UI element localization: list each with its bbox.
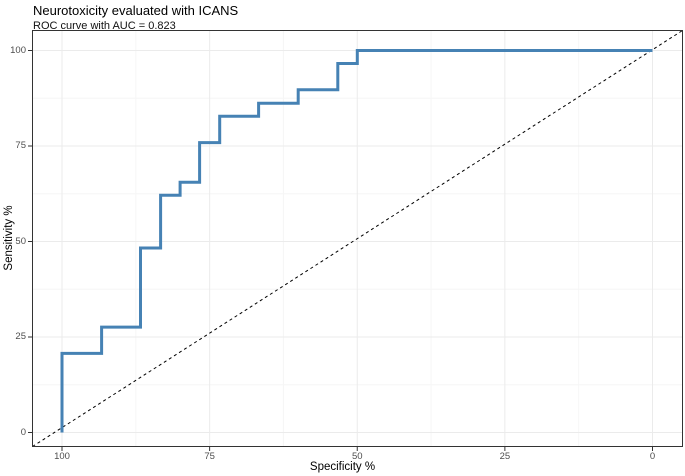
x-axis-title: Specificity %	[309, 461, 376, 473]
chart-title: Neurotoxicity evaluated with ICANS	[33, 3, 239, 18]
y-tick-label: 0	[20, 426, 26, 438]
y-tick-label: 25	[15, 331, 26, 342]
y-axis-title: Sensitivity %	[3, 205, 15, 271]
y-tick-label: 50	[15, 235, 26, 247]
chart-subtitle: ROC curve with AUC = 0.823	[33, 20, 176, 32]
y-tick-label: 75	[15, 140, 26, 151]
y-tick-label: 100	[10, 44, 26, 56]
roc-curve-line	[60, 49, 653, 433]
x-tick-label: 25	[499, 451, 511, 462]
x-tick-label: 75	[204, 451, 215, 462]
x-tick-label: 50	[351, 451, 363, 462]
reference-diagonal-line	[32, 30, 683, 447]
x-tick-label: 0	[649, 451, 656, 462]
x-tick-label: 100	[54, 451, 70, 462]
